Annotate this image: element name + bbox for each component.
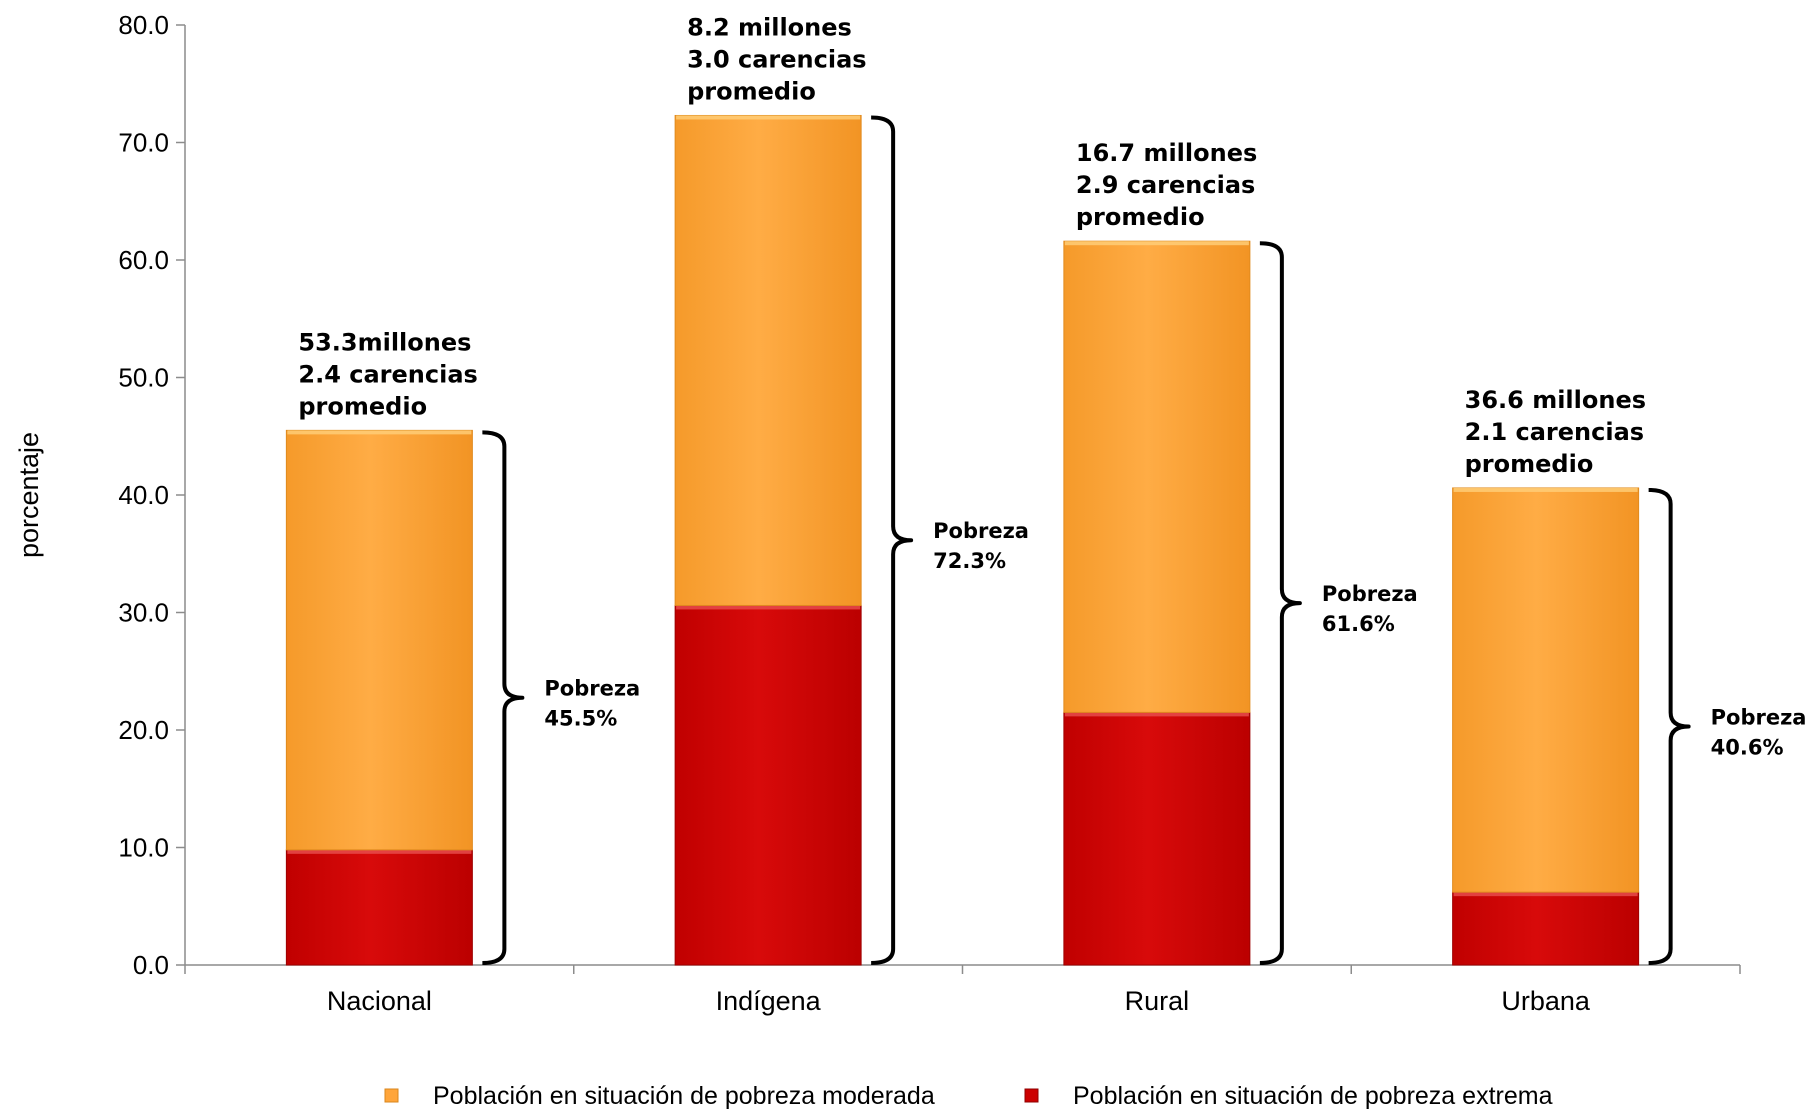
annotation-text: 2.9 carencias — [1076, 171, 1255, 199]
y-tick-label: 20.0 — [118, 715, 169, 745]
pobreza-label: Pobreza — [1322, 582, 1418, 606]
y-tick-label: 80.0 — [118, 10, 169, 40]
pobreza-label: Pobreza — [933, 519, 1029, 543]
annotation-text: 36.6 millones — [1465, 386, 1646, 414]
axes: 0.0 10.0 20.0 30.0 40.0 50.0 60.0 70.0 80.0 Nacio… — [14, 10, 1741, 1016]
bar-highlight — [676, 115, 861, 120]
bars — [285, 114, 1640, 966]
brace — [1259, 241, 1302, 965]
x-tick-label: Nacional — [327, 986, 432, 1016]
bar-moderada-nacional — [285, 429, 473, 851]
pobreza-value: 61.6% — [1322, 612, 1395, 636]
annotation-text: promedio — [687, 77, 816, 105]
pobreza-value: 72.3% — [933, 549, 1006, 573]
annotation-text: promedio — [298, 392, 427, 420]
legend-label: Población en situación de pobreza modera… — [433, 1082, 935, 1110]
annotations: 53.3millones 2.4 carencias promedio Pobreza… — [298, 13, 1807, 965]
legend-swatch — [384, 1088, 399, 1103]
y-tick-label: 60.0 — [118, 245, 169, 275]
legend-swatch — [1024, 1088, 1039, 1103]
annotation-text: 2.1 carencias — [1465, 418, 1644, 446]
bar-highlight — [1064, 712, 1249, 717]
pobreza-value: 45.5% — [544, 707, 617, 731]
pobreza-label: Pobreza — [1711, 705, 1807, 729]
y-tick-label: 40.0 — [118, 480, 169, 510]
bar-extrema-rural — [1063, 711, 1251, 966]
bar-extrema-indígena — [674, 604, 862, 966]
bar-highlight — [1453, 487, 1638, 492]
bar-moderada-rural — [1063, 240, 1251, 713]
annotation-text: 3.0 carencias — [687, 45, 866, 73]
annotation-text: 16.7 millones — [1076, 139, 1257, 167]
brace — [871, 115, 914, 965]
legend: Población en situación de pobreza modera… — [384, 1082, 1553, 1110]
brace — [1648, 487, 1691, 965]
bar-highlight — [287, 849, 472, 854]
y-axis-title: porcentaje — [14, 432, 44, 558]
pobreza-value: 40.6% — [1711, 735, 1784, 759]
x-tick-label: Rural — [1125, 986, 1190, 1016]
bar-highlight — [1064, 241, 1249, 246]
annotation-text: 8.2 millones — [687, 13, 852, 41]
brace — [482, 430, 525, 965]
bar-extrema-urbana — [1452, 891, 1640, 966]
bar-moderada-urbana — [1452, 487, 1640, 893]
bar-highlight — [287, 430, 472, 435]
bar-highlight — [1453, 892, 1638, 897]
x-tick-label: Urbana — [1501, 986, 1591, 1016]
y-tick-label: 0.0 — [133, 950, 169, 980]
annotation-text: 53.3millones — [298, 328, 471, 356]
y-tick-label: 30.0 — [118, 598, 169, 628]
bar-highlight — [676, 605, 861, 610]
y-tick-label: 70.0 — [118, 128, 169, 158]
annotation-text: promedio — [1076, 203, 1205, 231]
annotation-text: 2.4 carencias — [298, 360, 477, 388]
y-tick-label: 50.0 — [118, 363, 169, 393]
bar-extrema-nacional — [285, 849, 473, 966]
bar-moderada-indígena — [674, 114, 862, 606]
pobreza-label: Pobreza — [544, 677, 640, 701]
y-tick-label: 10.0 — [118, 833, 169, 863]
x-tick-label: Indígena — [716, 986, 822, 1016]
legend-label: Población en situación de pobreza extrem… — [1073, 1082, 1553, 1110]
annotation-text: promedio — [1465, 450, 1594, 478]
